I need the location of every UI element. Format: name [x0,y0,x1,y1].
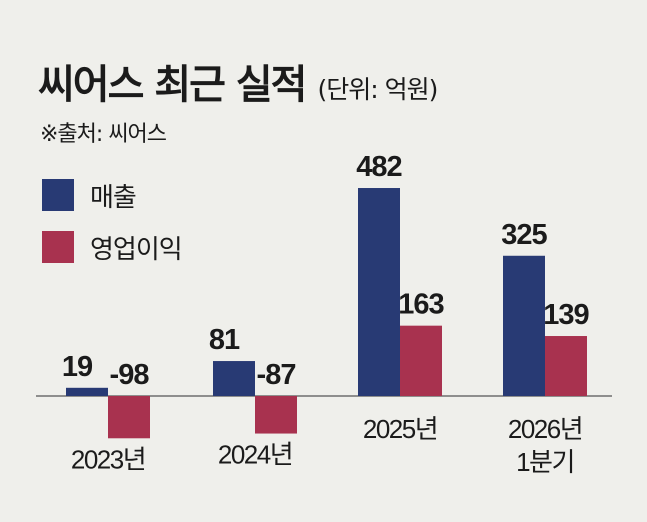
data-label-operating-profit-0: -98 [110,359,150,391]
data-label-revenue-0: 19 [62,351,93,383]
bar-revenue-1 [213,361,255,396]
category-label-2-0: 2025년 [363,414,437,444]
data-label-operating-profit-1: -87 [257,359,296,391]
data-label-operating-profit-3: 139 [543,299,589,331]
bar-revenue-0 [66,387,108,396]
data-label-revenue-3: 325 [501,219,547,251]
bar-revenue-3 [503,255,545,396]
legend-swatch-revenue [42,179,74,211]
bar-operating-profit-2 [400,325,442,396]
source-note: ※출처: 씨어스 [40,122,167,147]
category-label-1-0: 2024년 [218,440,292,470]
chart-title-row: 씨어스 최근 실적 (단위: 억원) [38,52,438,110]
data-label-revenue-1: 81 [209,324,240,356]
bar-operating-profit-1 [255,396,297,434]
legend-item-operating-profit: 영업이익 [42,230,183,265]
legend-label-operating-profit: 영업이익 [90,234,183,265]
legend-label-revenue: 매출 [90,182,137,213]
category-label-3-0: 2026년 [508,414,582,444]
legend: 매출 영업이익 [42,178,183,282]
bar-revenue-2 [358,188,400,396]
unit-note: (단위: 억원) [317,75,438,104]
category-label-3-1: 1분기 [516,447,574,477]
data-label-revenue-2: 482 [356,151,401,183]
legend-swatch-operating-profit [42,231,74,263]
bar-operating-profit-3 [545,336,587,396]
legend-item-revenue: 매출 [42,178,182,213]
data-label-operating-profit-2: 163 [398,289,444,321]
bar-operating-profit-0 [108,396,150,439]
chart-title: 씨어스 최근 실적 [38,62,307,108]
category-label-0-0: 2023년 [71,444,145,474]
